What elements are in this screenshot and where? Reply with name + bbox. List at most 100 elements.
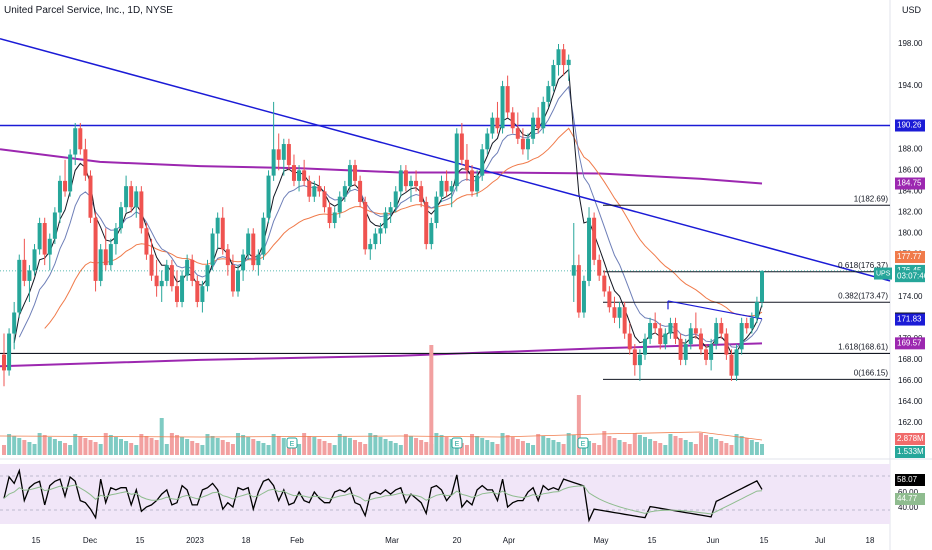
y-tick-label: 166.00 bbox=[898, 376, 923, 385]
earnings-marker-icon bbox=[451, 437, 463, 449]
candle-body bbox=[169, 265, 174, 287]
volume-bar bbox=[734, 434, 739, 455]
volume-spike-bar bbox=[429, 345, 434, 455]
candle-body bbox=[327, 207, 332, 223]
volume-bar bbox=[714, 439, 719, 455]
candle-body bbox=[78, 128, 83, 150]
volume-bar bbox=[261, 443, 266, 455]
volume-bar bbox=[693, 444, 698, 455]
candle-body bbox=[149, 254, 154, 276]
candle-body bbox=[317, 186, 322, 192]
volume-bar bbox=[470, 434, 475, 455]
volume-bar bbox=[653, 441, 658, 455]
volume-bar bbox=[83, 438, 88, 455]
volume-bar bbox=[393, 443, 398, 455]
price-label-box bbox=[895, 270, 925, 283]
candle-body bbox=[368, 244, 373, 250]
volume-bar bbox=[683, 440, 688, 455]
candle-body bbox=[714, 323, 719, 345]
candle-body bbox=[108, 244, 113, 266]
volume-bar bbox=[373, 435, 378, 455]
volume-bar bbox=[383, 439, 388, 455]
candle-body bbox=[347, 165, 352, 187]
candle-body bbox=[113, 228, 118, 245]
volume-bar bbox=[353, 440, 358, 455]
volume-bar bbox=[739, 436, 744, 455]
candle-body bbox=[485, 133, 490, 150]
volume-bar bbox=[37, 433, 42, 455]
volume-bar bbox=[531, 445, 536, 455]
candle-body bbox=[17, 259, 22, 313]
volume-bar bbox=[210, 436, 215, 455]
x-tick-label: 20 bbox=[453, 536, 462, 545]
candle-body bbox=[363, 201, 368, 250]
candle-body bbox=[215, 217, 220, 234]
candle-body bbox=[32, 249, 37, 271]
x-tick-label: Feb bbox=[290, 536, 304, 545]
volume-bar bbox=[495, 444, 500, 455]
candle-body bbox=[174, 286, 179, 302]
volume-bar bbox=[7, 434, 12, 455]
volume-bar bbox=[648, 439, 653, 455]
candle-body bbox=[281, 144, 286, 160]
candle-body bbox=[37, 223, 42, 250]
volume-bar bbox=[520, 441, 525, 455]
wedge-upper-line bbox=[667, 300, 763, 320]
volume-bar bbox=[587, 441, 592, 455]
candle-body bbox=[195, 280, 200, 302]
volume-bar bbox=[673, 436, 678, 455]
volume-bar bbox=[444, 437, 449, 455]
earnings-marker-icon bbox=[286, 437, 298, 449]
y-tick-label: 164.00 bbox=[898, 397, 923, 406]
candle-body bbox=[749, 317, 754, 329]
candle-body bbox=[464, 159, 469, 171]
volume-bar bbox=[551, 440, 556, 455]
candle-body bbox=[200, 286, 205, 302]
volume-bar bbox=[704, 435, 709, 455]
candle-body bbox=[470, 170, 475, 192]
x-tick-label: 18 bbox=[242, 536, 251, 545]
x-tick-label: Jun bbox=[707, 536, 720, 545]
candle-body bbox=[378, 228, 383, 234]
earnings-marker-icon bbox=[577, 437, 589, 449]
fib-label: 0.618(176.37) bbox=[838, 261, 888, 270]
candle-body bbox=[414, 180, 419, 187]
candle-body bbox=[688, 328, 693, 345]
volume-bar bbox=[190, 441, 195, 455]
candle-body bbox=[663, 333, 668, 345]
candle-body bbox=[119, 207, 124, 229]
y-tick-label: 162.00 bbox=[898, 418, 923, 427]
chart-title: United Parcel Service, Inc., 1D, NYSE bbox=[4, 5, 173, 16]
candle-body bbox=[129, 186, 134, 208]
candle-body bbox=[27, 270, 32, 281]
y-tick-label: 168.00 bbox=[898, 355, 923, 364]
candle-body bbox=[190, 259, 195, 281]
volume-bar bbox=[698, 433, 703, 455]
x-tick-label: Dec bbox=[83, 536, 97, 545]
volume-bar bbox=[17, 438, 22, 455]
candle-body bbox=[546, 86, 551, 102]
symbol-tag: UPS bbox=[876, 270, 891, 277]
volume-bar bbox=[241, 435, 246, 455]
candle-body bbox=[52, 212, 57, 239]
candle-body bbox=[225, 249, 230, 266]
candle-body bbox=[83, 149, 88, 176]
volume-bar bbox=[642, 437, 647, 455]
candle-body bbox=[424, 201, 429, 245]
volume-bar bbox=[47, 437, 52, 455]
earnings-marker-label: E bbox=[581, 441, 586, 448]
volume-bar bbox=[119, 439, 124, 455]
x-tick-label: 15 bbox=[760, 536, 769, 545]
candle-body bbox=[93, 217, 98, 281]
candle-body bbox=[729, 354, 734, 376]
volume-bar bbox=[317, 439, 322, 455]
y-tick-label: 186.00 bbox=[898, 165, 923, 174]
volume-bar bbox=[378, 437, 383, 455]
volume-bar bbox=[68, 445, 73, 455]
candle-body bbox=[597, 259, 602, 276]
candle-body bbox=[22, 259, 27, 281]
x-tick-label: Mar bbox=[385, 536, 399, 545]
fib-label: 1.618(168.61) bbox=[838, 343, 888, 352]
